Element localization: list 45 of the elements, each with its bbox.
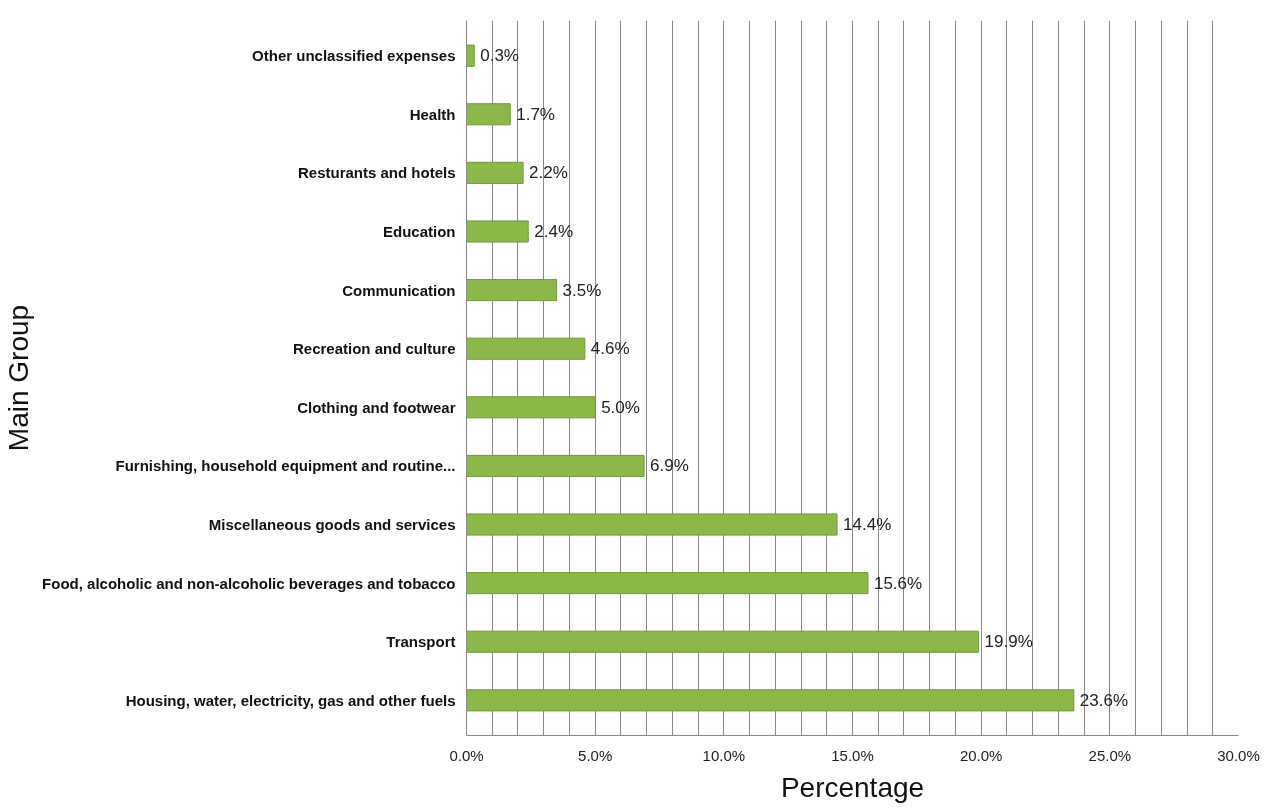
- bar: [466, 279, 558, 302]
- data-label: 2.2%: [529, 163, 568, 183]
- bar: [466, 572, 869, 595]
- y-tick-label: Food, alcoholic and non-alcoholic beverages and tobacco: [42, 574, 456, 592]
- y-tick-label: Communication: [342, 281, 456, 299]
- bar: [466, 220, 529, 243]
- data-label: 19.9%: [984, 632, 1033, 652]
- data-label: 2.4%: [534, 221, 574, 241]
- y-tick-label: Clothing and footwear: [297, 398, 456, 416]
- x-tick-label: 30.0%: [1217, 746, 1260, 764]
- y-tick-label: Miscellaneous goods and services: [208, 516, 456, 534]
- y-tick-label: Other unclassified expenses: [252, 47, 456, 65]
- y-tick-label: Transport: [386, 633, 456, 651]
- data-label: 5.0%: [601, 397, 640, 417]
- bar: [466, 337, 586, 360]
- bar: [466, 454, 645, 477]
- bar: [466, 513, 838, 536]
- data-label: 0.3%: [480, 46, 519, 66]
- y-tick-label: Education: [383, 222, 456, 240]
- bar: [466, 161, 524, 184]
- y-tick-label: Housing, water, electricity, gas and other fuels: [125, 691, 456, 709]
- data-label: 23.6%: [1079, 690, 1129, 710]
- bar: [466, 396, 596, 419]
- data-label: 15.6%: [873, 573, 923, 593]
- data-label: 4.6%: [590, 339, 630, 359]
- x-tick-label: 5.0%: [578, 746, 613, 764]
- x-tick-label: 10.0%: [702, 746, 746, 764]
- y-tick-label: Recreation and culture: [292, 340, 456, 358]
- bar: [466, 689, 1075, 712]
- data-label: 14.4%: [843, 515, 892, 535]
- y-tick-label: Health: [409, 105, 456, 123]
- bar: [466, 103, 511, 126]
- data-label: 3.5%: [562, 280, 602, 300]
- x-axis-title: Percentage: [780, 771, 925, 803]
- bar: [466, 44, 475, 67]
- y-tick-label: Furnishing, household equipment and routine...: [115, 457, 456, 475]
- x-tick-label: 0.0%: [449, 746, 484, 764]
- x-tick-label: 25.0%: [1088, 746, 1132, 764]
- data-label: 1.7%: [516, 104, 555, 124]
- x-tick-label: 20.0%: [959, 746, 1003, 764]
- data-label: 6.9%: [650, 456, 689, 476]
- x-tick-label: 15.0%: [831, 746, 874, 764]
- y-axis-title: Main Group: [3, 304, 35, 452]
- bar: [466, 630, 980, 653]
- y-tick-label: Resturants and hotels: [297, 164, 456, 182]
